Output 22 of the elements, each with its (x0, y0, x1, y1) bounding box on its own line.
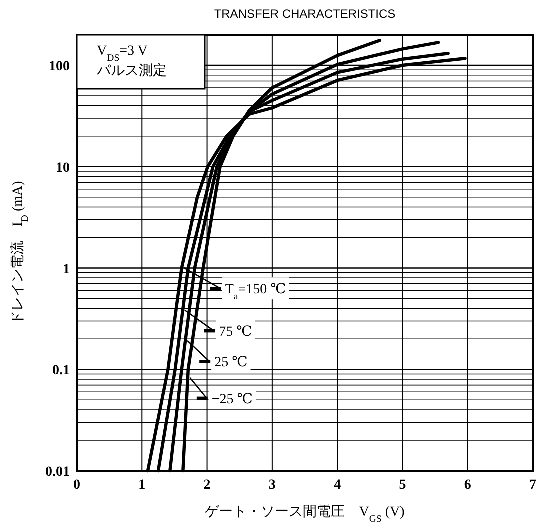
legend-label: −25 ℃ (212, 392, 253, 408)
y-tick-label: 0.1 (52, 364, 70, 379)
legend-label: 25 ℃ (214, 356, 248, 371)
x-tick-label: 5 (399, 478, 406, 493)
x-tick-label: 0 (74, 478, 80, 493)
legend-label: T$_{a}$=150 ℃ (225, 282, 286, 302)
x-tick-label: 4 (334, 478, 342, 493)
legend-label: 75 ℃ (219, 325, 252, 340)
chart-title: TRANSFER CHARACTERISTICS (214, 7, 396, 21)
x-axis-title: ゲート・ソース間電圧 V$_{GS}$ (V) (205, 504, 406, 524)
x-tick-label: 6 (464, 478, 472, 493)
annotation-box: V$_{DS}$=3 V パルス測定 (76, 34, 206, 90)
x-tick-label: 7 (530, 478, 536, 493)
y-tick-label: 10 (56, 160, 70, 176)
x-tick-label: 2 (204, 478, 211, 493)
y-tick-label: 100 (49, 60, 70, 75)
annotation: V$_{DS}$=3 V (97, 44, 148, 64)
y-tick-label: 1 (63, 262, 70, 278)
x-tick-label: 1 (138, 478, 146, 493)
y-tick-label: 0.01 (46, 465, 70, 480)
annotation: パルス測定 (96, 63, 167, 79)
x-tick-label: 3 (268, 478, 276, 493)
